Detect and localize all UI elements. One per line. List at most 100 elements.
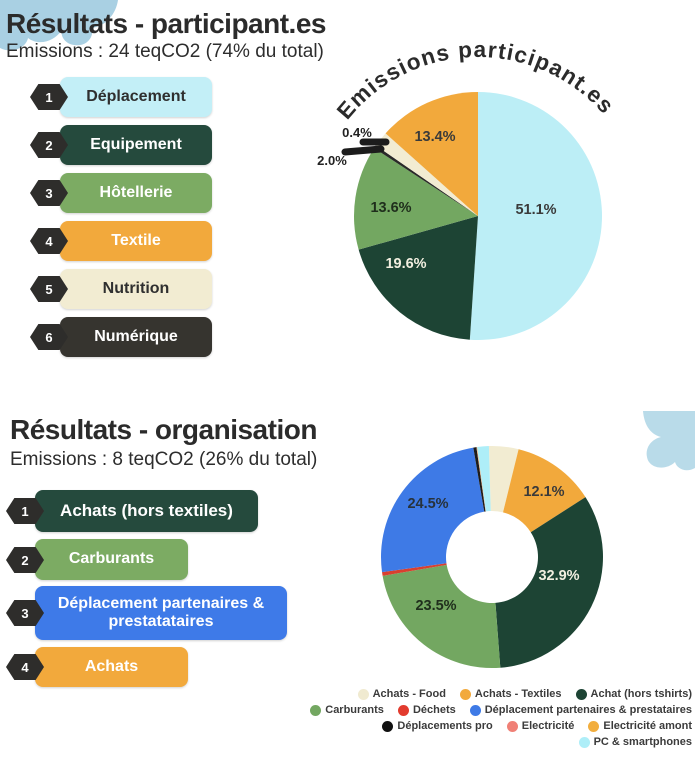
legend-badge-2: 2	[30, 132, 68, 158]
badge-number: 4	[21, 659, 29, 675]
slice-label-equipement: 19.6%	[385, 256, 426, 272]
slice-nutrition	[375, 133, 478, 216]
legend-pill-equipement: Equipement	[60, 125, 212, 165]
legend-item-electricite: Electricité	[506, 720, 574, 732]
legend-pill-label: Equipement	[90, 135, 182, 153]
donut-legend-row: Déplacements pro Electricité Electricité…	[382, 720, 692, 732]
slice-d-placement	[469, 92, 602, 340]
badge-number: 3	[45, 185, 53, 201]
section-participants-title: Résultats - participant.es	[6, 8, 326, 39]
slice-label-achat-hors-tshirts: 32.9%	[538, 568, 579, 584]
badge-number: 1	[45, 89, 53, 105]
legend-pill-label: Déplacement partenaires & prestatataires	[57, 594, 265, 630]
badge-number: 2	[45, 137, 53, 153]
legend-label: Electricité amont	[603, 720, 692, 732]
badge-number: 6	[45, 329, 53, 345]
legend-dot	[588, 720, 600, 732]
cloud-decor-top-left	[0, 0, 118, 51]
donut-legend-row: Carburants Déchets Déplacement partenair…	[310, 704, 692, 716]
slice-equipement	[358, 216, 478, 340]
legend-dot	[310, 704, 322, 716]
cloud-decor-right	[643, 411, 695, 471]
legend-dot	[469, 704, 481, 716]
legend-dot	[397, 704, 409, 716]
badge-number: 5	[45, 281, 53, 297]
legend-label: Achats - Food	[372, 688, 446, 700]
legend-badge-1: 1	[30, 84, 68, 110]
slice-electricit	[476, 447, 486, 512]
legend-pill-numerique: Numérique	[60, 317, 212, 357]
legend-dot	[578, 736, 590, 748]
legend-badge-6: 6	[30, 324, 68, 350]
callout-bar-nutrition	[341, 145, 385, 156]
legend-item-achats-food: Achats - Food	[357, 688, 446, 700]
slice-label-h-tellerie: 13.6%	[370, 200, 411, 216]
slice-label-num-rique: 0.4%	[342, 125, 372, 140]
legend-item-deplacement-partenaires: Déplacement partenaires & prestataires	[469, 704, 692, 716]
slice-pc-smartphones	[477, 446, 491, 512]
slice-achats-textiles	[503, 449, 586, 533]
slice-achats-food	[488, 446, 519, 513]
legend-pill-carburants: Carburants	[35, 539, 188, 580]
slice-d-chets	[382, 563, 447, 576]
slice-label-textile: 13.4%	[414, 129, 455, 145]
legend-pill-label: Numérique	[94, 327, 178, 345]
legend-pill-deplacement-partenaires: Déplacement partenaires & prestatataires	[35, 586, 287, 640]
donut-legend: Achats - Food Achats - Textiles Achat (h…	[310, 688, 692, 748]
legend-label: Achat (hors tshirts)	[590, 688, 692, 700]
legend-label: Carburants	[325, 704, 384, 716]
badge-number: 2	[21, 552, 29, 568]
section-organisation-subtitle: Emissions : 8 teqCO2 (26% du total)	[10, 449, 318, 470]
legend-badge-1: 1	[6, 498, 44, 524]
legend-label: Déplacements pro	[397, 720, 493, 732]
slice-d-placement-partenaires-prestataires	[381, 447, 485, 573]
slice-label-d-placement-partenaires-prestataires: 24.5%	[407, 496, 448, 512]
legend-pill-label: Achats	[84, 657, 139, 675]
badge-number: 4	[45, 233, 53, 249]
legend-label: Achats - Textiles	[474, 688, 562, 700]
donut-legend-row: Achats - Food Achats - Textiles Achat (h…	[357, 688, 692, 700]
legend-dot	[357, 688, 369, 700]
slice-achat-hors-tshirts	[495, 497, 603, 668]
legend-badge-4: 4	[6, 654, 44, 680]
legend-item-electricite-amont: Electricité amont	[588, 720, 692, 732]
legend-dot	[575, 688, 587, 700]
legend-pill-nutrition: Nutrition	[60, 269, 212, 309]
legend-label: Déplacement partenaires & prestataires	[484, 704, 692, 716]
legend-pill-achats-hors-textiles: Achats (hors textiles)	[35, 490, 258, 532]
legend-pill-label: Textile	[111, 231, 161, 249]
legend-dot	[382, 720, 394, 732]
legend-item-carburants: Carburants	[310, 704, 384, 716]
legend-badge-3: 3	[30, 180, 68, 206]
badge-number: 3	[21, 605, 29, 621]
legend-badge-3: 3	[6, 600, 44, 626]
legend-dot	[506, 720, 518, 732]
legend-dot	[459, 688, 471, 700]
slice-h-tellerie	[354, 148, 478, 250]
legend-item-deplacements-pro: Déplacements pro	[382, 720, 493, 732]
slice-label-d-placement: 51.1%	[515, 202, 556, 218]
legend-label: PC & smartphones	[593, 736, 692, 748]
slice-label-achats-textiles: 12.1%	[523, 484, 564, 500]
legend-item-achat-hors-tshirts: Achat (hors tshirts)	[575, 688, 692, 700]
legend-item-achats-textiles: Achats - Textiles	[459, 688, 562, 700]
organisation-donut-chart: 12.1% 32.9% 23.5% 24.5%	[381, 446, 603, 668]
legend-pill-hotellerie: Hôtellerie	[60, 173, 212, 213]
legend-pill-label: Nutrition	[102, 279, 170, 297]
slice-num-rique	[374, 145, 478, 216]
legend-label: Déchets	[412, 704, 456, 716]
legend-pill-label: Hôtellerie	[99, 183, 173, 201]
legend-pill-achats: Achats	[35, 647, 188, 687]
section-organisation-title: Résultats - organisation	[10, 414, 317, 445]
slice-label-nutrition: 2.0%	[317, 153, 347, 168]
badge-number: 1	[21, 503, 29, 519]
participants-pie-chart: Emissions participant.es51.1%19.6%13.6%0…	[317, 40, 618, 340]
slice-carburants	[382, 564, 501, 668]
slice-d-placements-pro	[473, 447, 486, 512]
legend-pill-textile: Textile	[60, 221, 212, 261]
legend-item-pc-smartphones: PC & smartphones	[578, 736, 692, 748]
legend-item-dechets: Déchets	[397, 704, 456, 716]
donut-legend-row: PC & smartphones	[578, 736, 692, 748]
slice-label-carburants: 23.5%	[415, 598, 456, 614]
